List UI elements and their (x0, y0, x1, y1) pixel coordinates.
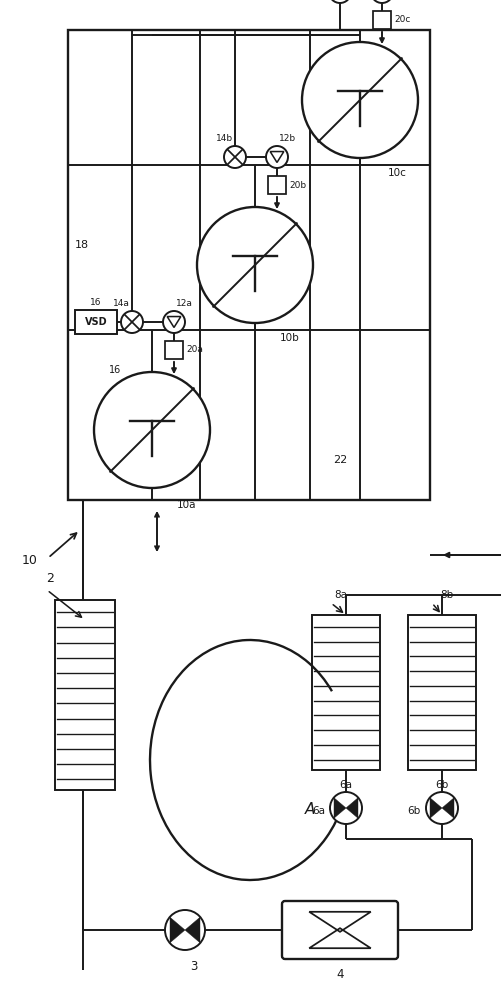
Bar (312, 615, 380, 770)
Text: 8b: 8b (440, 590, 453, 600)
Text: 10b: 10b (280, 333, 300, 343)
Text: 14b: 14b (216, 134, 233, 143)
Circle shape (163, 311, 185, 333)
Bar (165, 341, 183, 359)
Circle shape (165, 910, 205, 950)
Polygon shape (334, 798, 346, 818)
Text: 3: 3 (190, 960, 197, 973)
Circle shape (94, 372, 210, 488)
Circle shape (266, 146, 288, 168)
Bar (55, 600, 115, 790)
Circle shape (197, 207, 313, 323)
Polygon shape (185, 917, 200, 943)
Text: 10c: 10c (388, 168, 407, 178)
Circle shape (121, 311, 143, 333)
Polygon shape (430, 798, 442, 818)
Text: 10a: 10a (177, 500, 196, 510)
Text: 12a: 12a (176, 299, 193, 308)
Bar (373, 11, 391, 29)
Text: 12b: 12b (279, 134, 296, 143)
Bar (75, 310, 117, 334)
Text: VSD: VSD (85, 317, 107, 327)
Circle shape (302, 42, 418, 158)
Text: 20c: 20c (394, 15, 410, 24)
Text: 6a: 6a (312, 806, 325, 816)
Bar (68, 30, 430, 500)
Text: 16: 16 (109, 365, 121, 375)
Circle shape (330, 792, 362, 824)
Text: 16: 16 (90, 298, 102, 307)
Text: 6a: 6a (340, 780, 353, 790)
Text: 6b: 6b (408, 806, 421, 816)
Text: 20b: 20b (289, 180, 306, 190)
Text: 20a: 20a (186, 346, 203, 355)
Polygon shape (170, 917, 185, 943)
Text: 22: 22 (333, 455, 347, 465)
Circle shape (329, 0, 351, 3)
Circle shape (426, 792, 458, 824)
Bar (408, 615, 476, 770)
Text: 4: 4 (336, 968, 344, 981)
Text: A: A (305, 802, 315, 818)
FancyBboxPatch shape (282, 901, 398, 959)
Text: 2: 2 (46, 572, 54, 585)
Text: 6b: 6b (435, 780, 448, 790)
Circle shape (371, 0, 393, 3)
Text: 18: 18 (75, 240, 89, 250)
Polygon shape (442, 798, 454, 818)
Text: 14a: 14a (113, 299, 130, 308)
Text: 10: 10 (22, 554, 38, 566)
Text: 8a: 8a (335, 590, 348, 600)
Bar (268, 176, 286, 194)
Polygon shape (346, 798, 358, 818)
Circle shape (224, 146, 246, 168)
